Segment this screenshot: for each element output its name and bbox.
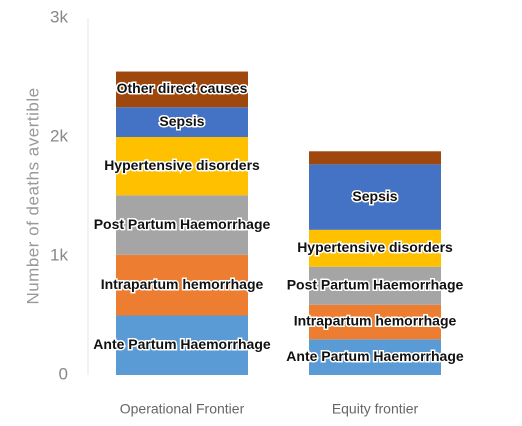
bar-segment (116, 137, 248, 196)
segment-label: Hypertensive disorders (297, 239, 453, 255)
y-tick-label: 3k (50, 7, 68, 26)
bar-segment (309, 266, 441, 305)
x-tick-label: Equity frontier (332, 401, 419, 417)
segment-label: Ante Partum Haemorrhage (93, 336, 271, 352)
y-tick-label: 2k (50, 126, 68, 145)
segment-label: Ante Partum Haemorrhage (286, 348, 464, 364)
bar-segment (309, 151, 441, 165)
segment-label: Other direct causes (117, 80, 248, 96)
bar-segment (116, 315, 248, 375)
bar-segment (309, 229, 441, 267)
bar-segment (116, 107, 248, 137)
segment-label: Post Partum Haemorrhage (287, 276, 464, 292)
y-axis-title: Number of deaths avertible (23, 87, 42, 304)
segment-label: Intrapartum hemorrhage (294, 313, 457, 329)
segment-label: Post Partum Haemorrhage (94, 216, 271, 232)
segment-label: Sepsis (159, 113, 204, 129)
x-tick-label: Operational Frontier (120, 401, 245, 417)
segment-label: Intrapartum hemorrhage (101, 276, 264, 292)
bar-segment (309, 304, 441, 340)
bar-segment (309, 164, 441, 230)
y-tick-label: 0 (59, 364, 68, 383)
y-tick-label: 1k (50, 245, 68, 264)
bar-segment (309, 339, 441, 375)
bar-segment (116, 71, 248, 108)
bar-segment (116, 254, 248, 316)
segment-label: Sepsis (352, 188, 397, 204)
bar-segment (116, 195, 248, 255)
segment-label: Hypertensive disorders (104, 157, 260, 173)
